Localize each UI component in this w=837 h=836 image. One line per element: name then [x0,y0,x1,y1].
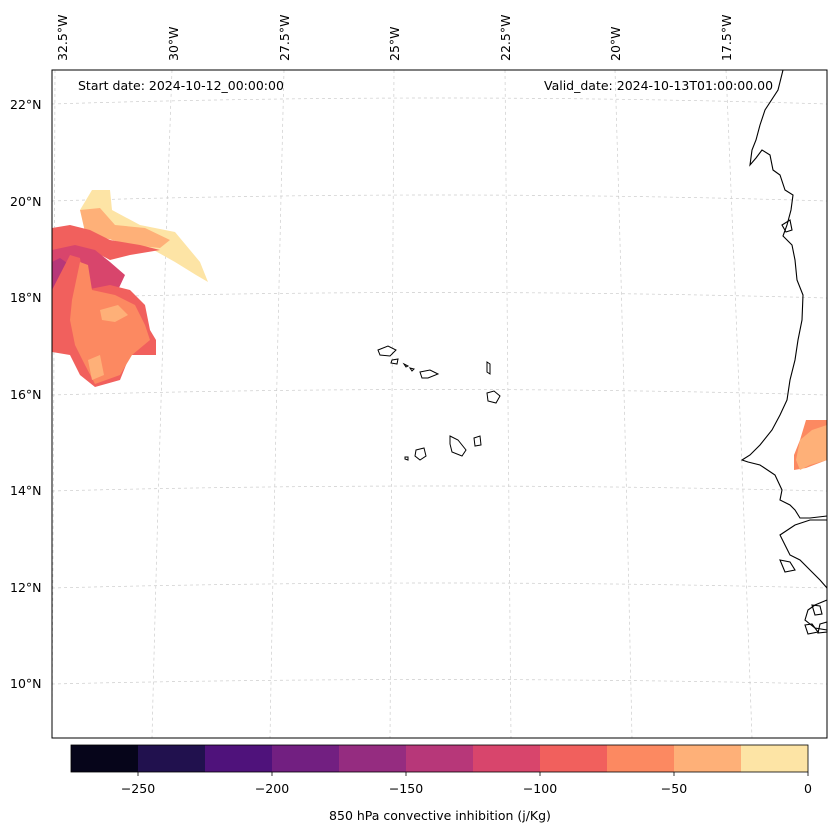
lon-label-17-5w: 17.5°W [719,14,734,61]
colorbar-frame [70,744,809,773]
colorbar-tick-label: −250 [120,781,156,796]
colorbar-segment [607,745,674,772]
african-coastline [740,69,828,635]
colorbar-segment [473,745,540,772]
colorbar [70,744,809,776]
lat-label-22n: 22°N [10,97,42,112]
cin-region-west [52,190,208,387]
lat-label-10n: 10°N [10,676,42,691]
lat-label-14n: 14°N [10,483,42,498]
colorbar-segment [71,745,138,772]
colorbar-tick-label: 0 [804,781,812,796]
lon-label-25w: 25°W [387,26,402,61]
cape-verde-islands [377,345,501,461]
colorbar-segment [138,745,205,772]
cin-region-east [794,420,827,470]
colorbar-segment [540,745,607,772]
lon-label-27-5w: 27.5°W [277,14,292,61]
colorbar-segment [205,745,272,772]
colorbar-tick-label: −200 [254,781,290,796]
colorbar-segment [272,745,339,772]
lat-label-16n: 16°N [10,387,42,402]
start-date-label: Start date: 2024-10-12_00:00:00 [78,78,284,93]
lon-label-32-5w: 32.5°W [55,14,70,61]
lon-label-20w: 20°W [608,26,623,61]
colorbar-segment [406,745,473,772]
map-frame [51,69,828,739]
lon-label-22-5w: 22.5°W [498,14,513,61]
colorbar-segment [339,745,406,772]
lat-label-20n: 20°N [10,194,42,209]
colorbar-title: 850 hPa convective inhibition (j/Kg) [329,808,551,823]
lon-label-30w: 30°W [166,26,181,61]
colorbar-tick-label: −100 [522,781,558,796]
colorbar-tick-label: −50 [660,781,688,796]
graticule [51,69,828,739]
colorbar-tick-label: −150 [388,781,424,796]
colorbar-segment [674,745,741,772]
lat-label-12n: 12°N [10,580,42,595]
colorbar-segment [741,745,808,772]
valid-date-label: Valid_date: 2024-10-13T01:00:00.00 [544,78,774,93]
lat-label-18n: 18°N [10,290,42,305]
